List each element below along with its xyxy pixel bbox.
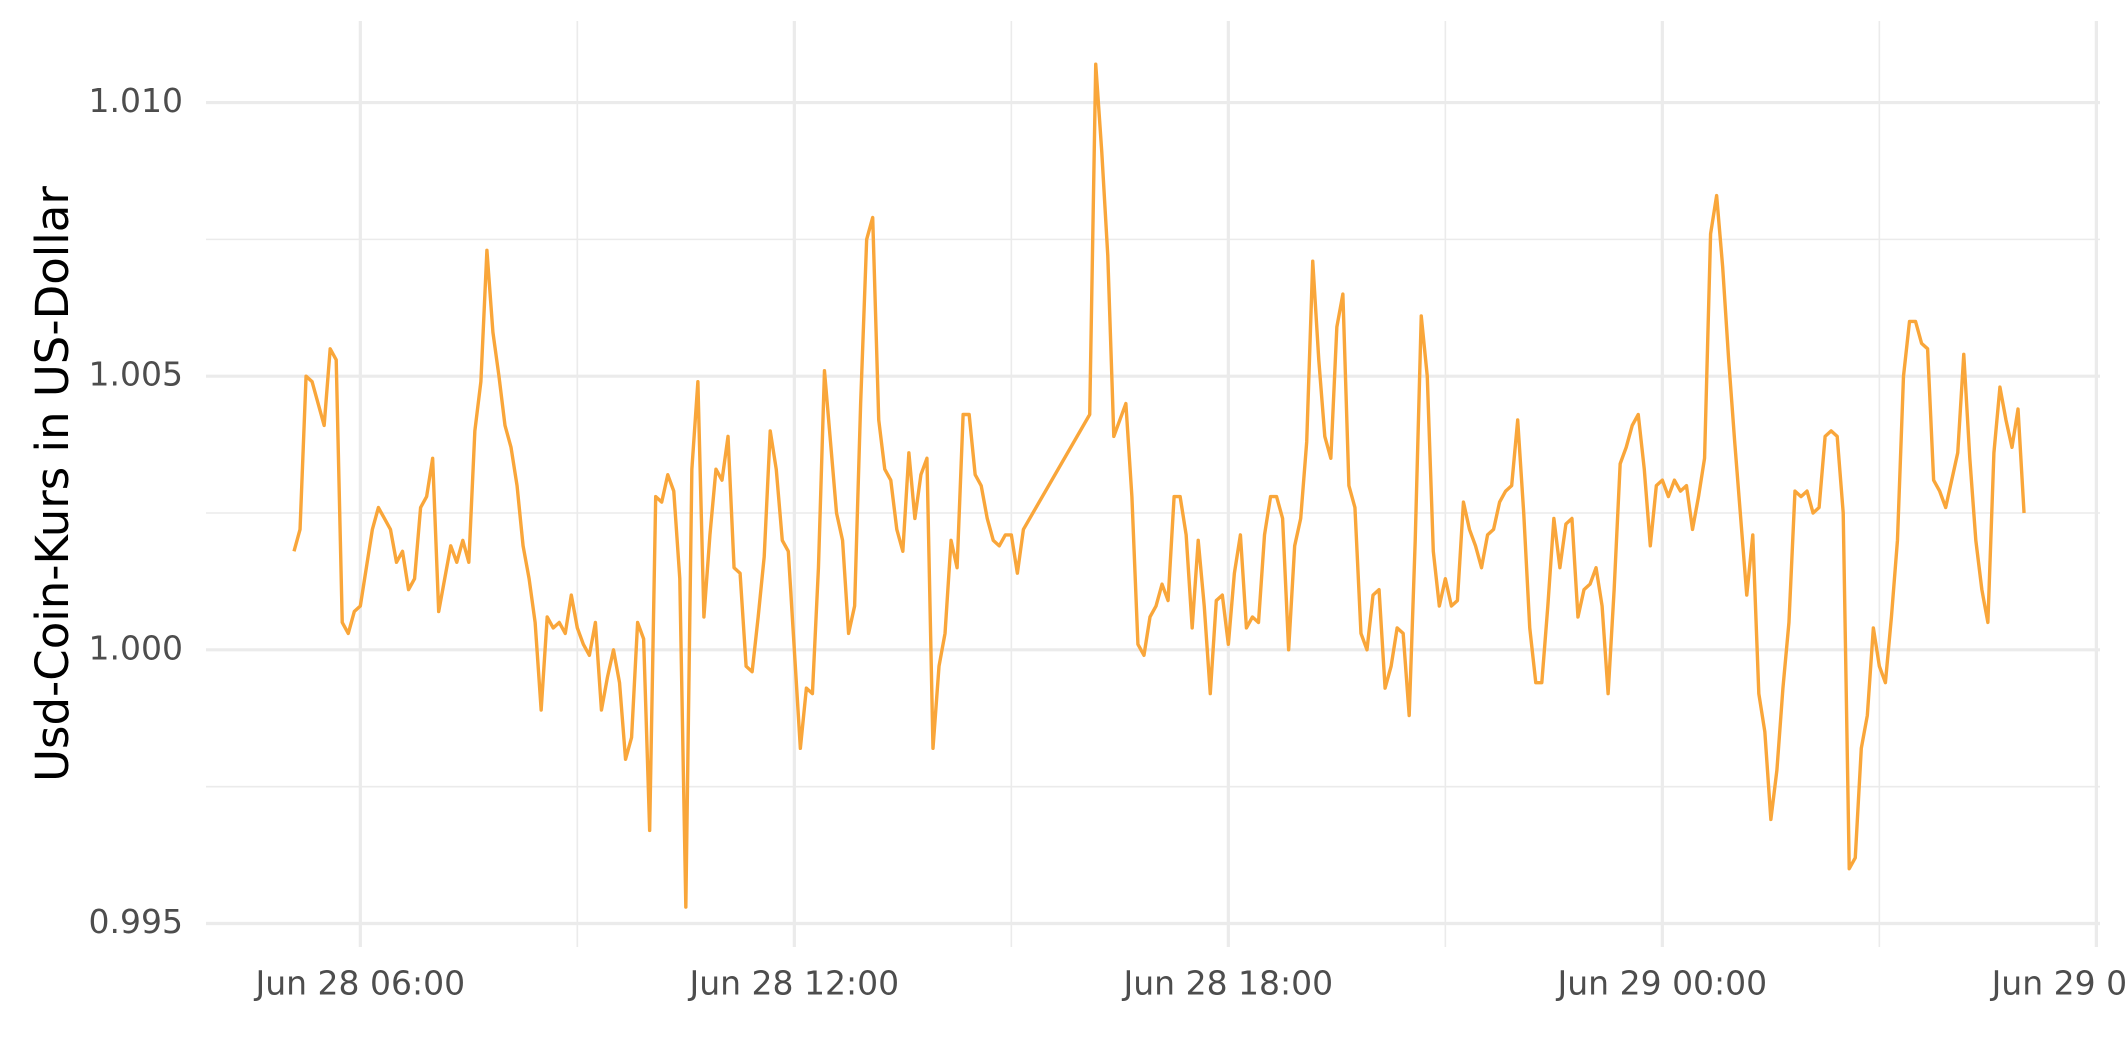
x-tick-label: Jun 29 00:00 [1556, 964, 1768, 1003]
y-axis-title: Usd-Coin-Kurs in US-Dollar [26, 186, 79, 782]
y-tick-label: 1.005 [89, 355, 183, 394]
y-tick-label: 1.010 [89, 81, 183, 120]
x-tick-label: Jun 28 06:00 [253, 964, 465, 1003]
axis-labels: 0.995 1.000 1.005 1.010 Jun 28 06:00 Jun 28 1… [89, 81, 2125, 1002]
x-tick-label: Jun 28 18:00 [1122, 964, 1334, 1003]
grid [206, 21, 2100, 947]
x-tick-label: Jun 28 12:00 [688, 964, 900, 1003]
y-tick-label: 1.000 [89, 628, 183, 667]
plot-marks [292, 62, 2026, 909]
x-tick-label: Jun 29 06:00 [1990, 964, 2125, 1003]
y-tick-label: 0.995 [89, 902, 183, 941]
price-line [292, 62, 2026, 909]
